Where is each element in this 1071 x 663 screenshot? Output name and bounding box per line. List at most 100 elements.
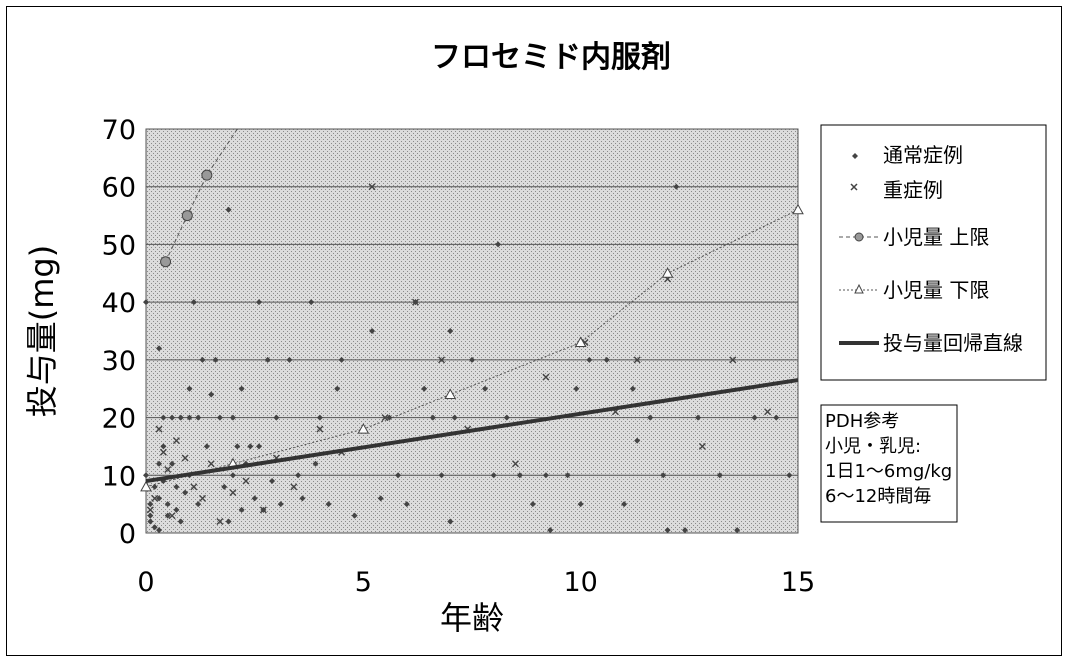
normal-point [156,460,163,467]
normal-point [264,356,271,363]
plot-area [145,128,799,534]
normal-point [403,501,410,508]
upper-limit-point [201,169,213,181]
x-tick-label: 0 [137,567,154,598]
normal-point [629,385,636,392]
normal-point [212,356,219,363]
normal-point [316,414,323,421]
normal-point [395,472,402,479]
severe-point [290,483,298,491]
y-tick-label: 20 [102,404,136,435]
normal-point [225,518,232,525]
normal-point [495,241,502,248]
normal-point [147,501,154,508]
y-tick-label: 50 [102,230,136,261]
normal-point [156,345,163,352]
normal-point [147,512,154,519]
severe-point [172,437,180,445]
normal-point [143,299,149,306]
normal-point [334,385,341,392]
upper-limit-point [181,210,193,222]
note-box: PDH参考 小児・乳児: 1日1～6mg/kg 6～12時間毎 [820,404,958,523]
severe-point [368,183,376,191]
normal-point [151,524,158,531]
normal-point [369,328,376,334]
y-tick-label: 70 [102,115,136,146]
y-tick-label: 40 [102,288,136,319]
severe-point [151,494,159,502]
severe-point [381,414,389,422]
x-tick-label: 15 [781,567,815,598]
normal-point [673,183,680,190]
legend-label-regression: 投与量回帰直線 [883,331,1023,355]
normal-point [773,414,780,421]
normal-point [681,527,688,534]
normal-point [786,472,793,479]
y-tick-label: 30 [102,346,136,377]
severe-point [159,448,167,456]
normal-point [447,328,454,334]
normal-point [547,527,554,534]
normal-point [299,495,306,502]
y-tick-label: 60 [102,173,136,204]
normal-point [312,460,319,467]
normal-point [734,527,741,534]
normal-point [482,385,489,392]
normal-point [377,495,384,502]
normal-point [216,414,223,421]
legend-item-lower: 小児量 下限 [839,278,989,302]
note-line-3: 1日1～6mg/kg [825,461,952,482]
severe-point [229,489,237,497]
normal-point [429,414,436,421]
lower-limit-point [444,388,457,399]
normal-point [338,356,345,363]
normal-point [421,385,428,392]
chart-title: フロセミド内服剤 [431,40,671,75]
normal-point [695,414,702,421]
legend-item-severe: 重症例 [850,178,943,202]
lower-limit-point [792,203,804,215]
x-axis-label: 年齢 [440,599,504,637]
normal-point [386,414,393,421]
legend-marker-cross [850,183,858,191]
normal-point [221,483,228,490]
legend-label-upper: 小児量 上限 [883,225,989,249]
normal-point [151,483,158,490]
y-tick-label: 10 [102,461,136,492]
severe-point [542,373,550,381]
normal-point [238,506,245,513]
normal-point [503,414,510,421]
severe-point [316,425,324,433]
severe-point [411,298,419,306]
normal-point [751,414,758,421]
normal-point [286,356,293,363]
normal-point [564,472,571,479]
normal-point [182,489,189,496]
normal-point [621,501,628,508]
legend-label-severe: 重症例 [883,178,943,202]
severe-point [259,506,267,514]
normal-point [634,437,641,444]
normal-point [190,299,197,306]
note-line-2: 小児・乳児: [825,436,921,457]
upper-limit-line [165,128,238,262]
normal-point [516,472,523,479]
normal-point [225,206,232,213]
normal-point [586,356,593,363]
normal-point [664,527,671,534]
lower-limit-point [574,336,587,348]
severe-point [146,506,154,514]
normal-point [229,414,236,421]
severe-point [698,442,706,450]
severe-point [190,483,198,491]
x-tick-label: 5 [355,567,372,598]
lower-limit-point [140,480,152,492]
normal-point [256,443,263,450]
normal-point [603,356,610,363]
normal-point [573,385,580,392]
note-line-4: 6～12時間毎 [825,486,931,507]
severe-point [168,512,176,520]
normal-point [164,512,171,519]
normal-point [529,501,536,508]
